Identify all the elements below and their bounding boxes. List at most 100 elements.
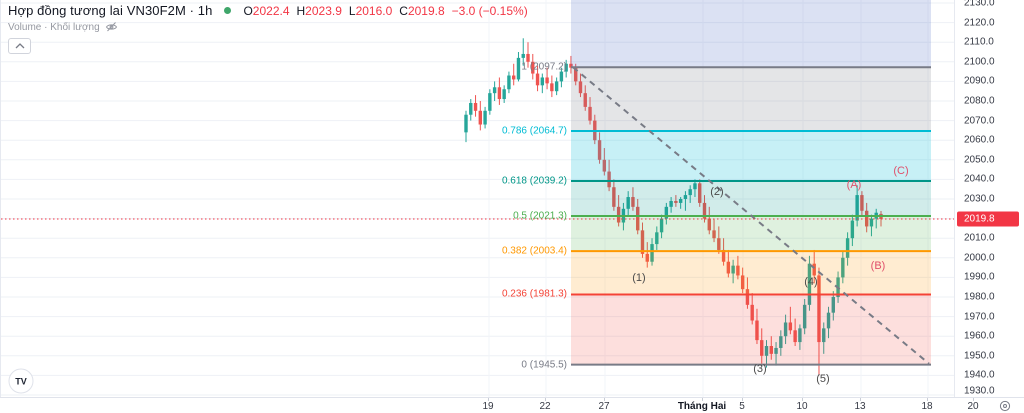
open-value: 2022.4 bbox=[252, 3, 290, 18]
fib-level-label[interactable]: 0.382 (2003.4) bbox=[501, 245, 567, 257]
candle-body bbox=[750, 304, 754, 321]
price-axis-label: 2000.0 bbox=[964, 252, 995, 264]
elliott-wave-label[interactable]: (1) bbox=[632, 272, 646, 284]
fib-level-label[interactable]: 0.618 (2039.2) bbox=[501, 175, 567, 187]
fib-zone bbox=[571, 251, 931, 295]
candle-body bbox=[788, 322, 793, 331]
price-axis-label: 2090.0 bbox=[964, 75, 995, 87]
price-axis-label: 1970.0 bbox=[964, 311, 995, 323]
fib-level-label[interactable]: 0.236 (1981.3) bbox=[501, 288, 567, 300]
candle-body bbox=[612, 187, 616, 207]
candle-body bbox=[860, 195, 864, 211]
elliott-wave-label[interactable]: (2) bbox=[710, 186, 724, 198]
time-axis-tick bbox=[545, 398, 546, 401]
candle-body bbox=[826, 312, 831, 329]
candle-body bbox=[683, 195, 688, 199]
indicator-label[interactable]: Volume · Khối lượng bbox=[8, 21, 100, 33]
candle-body bbox=[578, 81, 583, 94]
elliott-wave-label[interactable]: (A) bbox=[846, 179, 862, 191]
scale-settings-icon[interactable] bbox=[999, 399, 1011, 413]
price-axis-label: 1990.0 bbox=[964, 271, 995, 283]
candle-body bbox=[574, 67, 578, 82]
fib-level-label[interactable]: 0 (1945.5) bbox=[521, 359, 567, 371]
candle-body bbox=[550, 83, 554, 92]
tradingview-logo[interactable]: TV bbox=[8, 368, 34, 399]
price-axis-label: 1960.0 bbox=[964, 330, 995, 342]
candle-body bbox=[678, 199, 683, 203]
candle-body bbox=[726, 261, 731, 274]
fib-zone bbox=[571, 130, 931, 181]
fib-zone bbox=[571, 180, 931, 217]
fib-level-label[interactable]: 1 (2097.2) bbox=[521, 61, 567, 73]
candle-body bbox=[512, 75, 516, 80]
price-axis-label: 2040.0 bbox=[964, 173, 995, 185]
market-status-dot bbox=[224, 7, 232, 14]
candle-body bbox=[478, 110, 483, 125]
svg-text:TV: TV bbox=[15, 377, 27, 387]
time-axis-tick bbox=[488, 398, 489, 401]
time-axis-label: 27 bbox=[598, 401, 610, 412]
collapse-pane-button[interactable] bbox=[8, 38, 31, 54]
candle-body bbox=[464, 114, 468, 133]
price-axis-label: 1940.0 bbox=[964, 369, 995, 381]
candle-body bbox=[645, 253, 649, 262]
elliott-wave-label[interactable]: (5) bbox=[816, 373, 830, 385]
candle-body bbox=[717, 238, 721, 250]
candle-body bbox=[831, 297, 835, 313]
candle-body bbox=[798, 328, 802, 343]
price-axis-label: 2010.0 bbox=[964, 232, 995, 244]
candle-body bbox=[545, 77, 549, 84]
high-label: H bbox=[296, 3, 306, 18]
candle-body bbox=[774, 347, 778, 354]
time-axis-tick bbox=[742, 398, 743, 401]
candle-body bbox=[764, 346, 769, 356]
candle-body bbox=[769, 346, 773, 354]
price-axis-label: 1930.0 bbox=[964, 385, 995, 397]
price-axis-label: 2070.0 bbox=[964, 115, 995, 127]
time-axis-label: Tháng Hai bbox=[677, 401, 727, 412]
time-axis-label: 13 bbox=[854, 401, 866, 412]
low-label: L bbox=[348, 3, 356, 18]
price-axis-label: 1950.0 bbox=[964, 350, 995, 362]
candle-body bbox=[855, 195, 859, 221]
candle-body bbox=[540, 77, 545, 86]
candle-body bbox=[807, 263, 812, 305]
candle-body bbox=[526, 53, 530, 62]
elliott-wave-label[interactable]: (3) bbox=[753, 363, 767, 375]
time-axis-tick bbox=[604, 398, 605, 401]
fib-level-label[interactable]: 0.786 (2064.7) bbox=[501, 125, 567, 137]
elliott-wave-label[interactable]: (C) bbox=[893, 165, 909, 177]
candle-body bbox=[664, 206, 669, 219]
candle-body bbox=[597, 140, 602, 160]
time-axis[interactable]: 19 22 27 Tháng Hai 5 10 13 18 20 bbox=[0, 397, 1024, 413]
candle-body bbox=[655, 232, 659, 245]
price-axis-label: 2110.0 bbox=[964, 36, 994, 48]
candle-body bbox=[674, 200, 678, 203]
close-value: 2019.8 bbox=[407, 3, 445, 18]
candle-body bbox=[731, 265, 735, 274]
chart-drawing-layer bbox=[1, 0, 955, 397]
fib-level-label[interactable]: 0.5 (2021.3) bbox=[513, 210, 567, 222]
candle-body bbox=[812, 263, 816, 276]
candle-body bbox=[702, 202, 707, 219]
elliott-wave-label[interactable]: (4) bbox=[804, 276, 818, 288]
time-axis-tick bbox=[802, 398, 803, 401]
symbol-title[interactable]: Hợp đồng tương lai VN30F2M · 1h bbox=[8, 3, 213, 18]
trendline[interactable] bbox=[572, 66, 930, 365]
price-axis-label: 2080.0 bbox=[964, 95, 995, 107]
candle-body bbox=[640, 230, 645, 254]
elliott-wave-label[interactable]: (B) bbox=[870, 260, 886, 272]
eye-off-icon[interactable] bbox=[105, 21, 118, 33]
chart-canvas[interactable]: 1 (2097.2) 0.786 (2064.7) 0.618 (2039.2) 0.… bbox=[0, 0, 955, 397]
candle-body bbox=[864, 210, 869, 227]
candle-body bbox=[502, 89, 506, 100]
time-axis-tick bbox=[927, 398, 928, 401]
candle-body bbox=[850, 220, 855, 239]
high-value: 2023.9 bbox=[305, 3, 342, 18]
candle-body bbox=[783, 322, 788, 337]
candle-body bbox=[688, 189, 692, 196]
price-axis[interactable]: 2130.0 2120.0 2110.0 2100.0 2090.0 2080.0 2070… bbox=[954, 0, 1024, 397]
close-label: C bbox=[399, 3, 408, 18]
time-axis-tick bbox=[860, 398, 861, 401]
candle-body bbox=[740, 275, 745, 290]
